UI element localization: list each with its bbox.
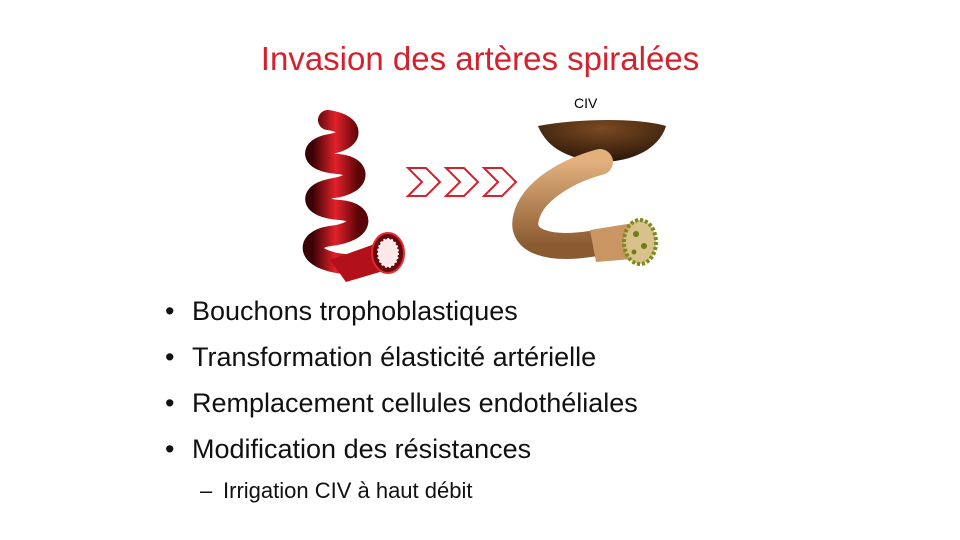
bullet-item: • Modification des résistances (165, 430, 638, 476)
bullet-item: • Remplacement cellules endothéliales (165, 384, 638, 430)
sub-bullet-text: Irrigation CIV à haut débit (223, 478, 473, 503)
bullet-text: Transformation élasticité artérielle (192, 342, 597, 372)
sub-bullet-marker: – (200, 478, 213, 503)
bullet-marker: • (165, 342, 175, 372)
bullet-list: • Bouchons trophoblastiques • Transforma… (165, 292, 638, 476)
sub-bullet: – Irrigation CIV à haut débit (200, 478, 472, 504)
spiral-artery-remodeled (512, 120, 666, 266)
slide-title: Invasion des artères spiralées (260, 40, 700, 77)
bullet-text: Remplacement cellules endothéliales (192, 388, 638, 418)
artery-illustration (302, 110, 666, 282)
bullet-marker: • (165, 434, 175, 464)
bullet-text: Modification des résistances (192, 434, 532, 464)
bullet-item: • Transformation élasticité artérielle (165, 338, 638, 384)
bullet-marker: • (165, 388, 175, 418)
bullet-text: Bouchons trophoblastiques (192, 296, 518, 326)
civ-label: CIV (574, 95, 598, 111)
bullet-marker: • (165, 296, 175, 326)
bullet-item: • Bouchons trophoblastiques (165, 292, 638, 338)
spiral-artery-normal (302, 110, 405, 282)
chevron-arrows-icon (405, 167, 518, 197)
